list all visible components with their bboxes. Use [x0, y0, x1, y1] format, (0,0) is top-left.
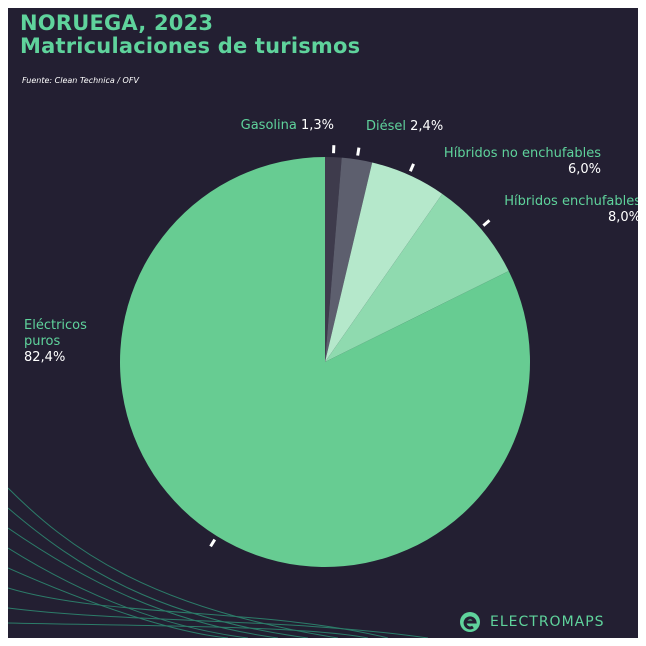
- category-label: Eléctricos puros: [24, 318, 104, 350]
- leader-tick: [211, 540, 215, 547]
- value-label: 8,0%: [441, 210, 638, 226]
- page: {"chart_data": {"type": "pie", "title": …: [0, 0, 646, 646]
- deco-line: [8, 623, 368, 638]
- chart-subtitle: Matriculaciones de turismos: [20, 35, 360, 57]
- brand: ELECTROMAPS: [490, 614, 605, 630]
- value-label: 2,4%: [410, 119, 443, 134]
- deco-line: [8, 588, 388, 638]
- leader-tick: [358, 148, 359, 156]
- category-label: Híbridos no enchufables: [401, 146, 601, 162]
- source: Fuente: Clean Technica / OFV: [22, 76, 139, 85]
- logo: [460, 612, 480, 632]
- slice-label: Gasolina 1,3%: [214, 118, 334, 134]
- value-label: 6,0%: [401, 162, 601, 178]
- card: NORUEGA, 2023 Matriculaciones de turismo…: [8, 8, 638, 638]
- category-label: Híbridos enchufables: [441, 194, 638, 210]
- slice-label: Diésel 2,4%: [366, 119, 486, 135]
- value-label: 82,4%: [24, 350, 104, 366]
- value-label: 1,3%: [301, 118, 334, 133]
- chart-title: NORUEGA, 2023: [20, 12, 213, 34]
- deco-line: [8, 548, 248, 638]
- category-label: Diésel: [366, 119, 406, 134]
- category-label: Gasolina: [241, 118, 297, 133]
- deco-line: [8, 568, 228, 638]
